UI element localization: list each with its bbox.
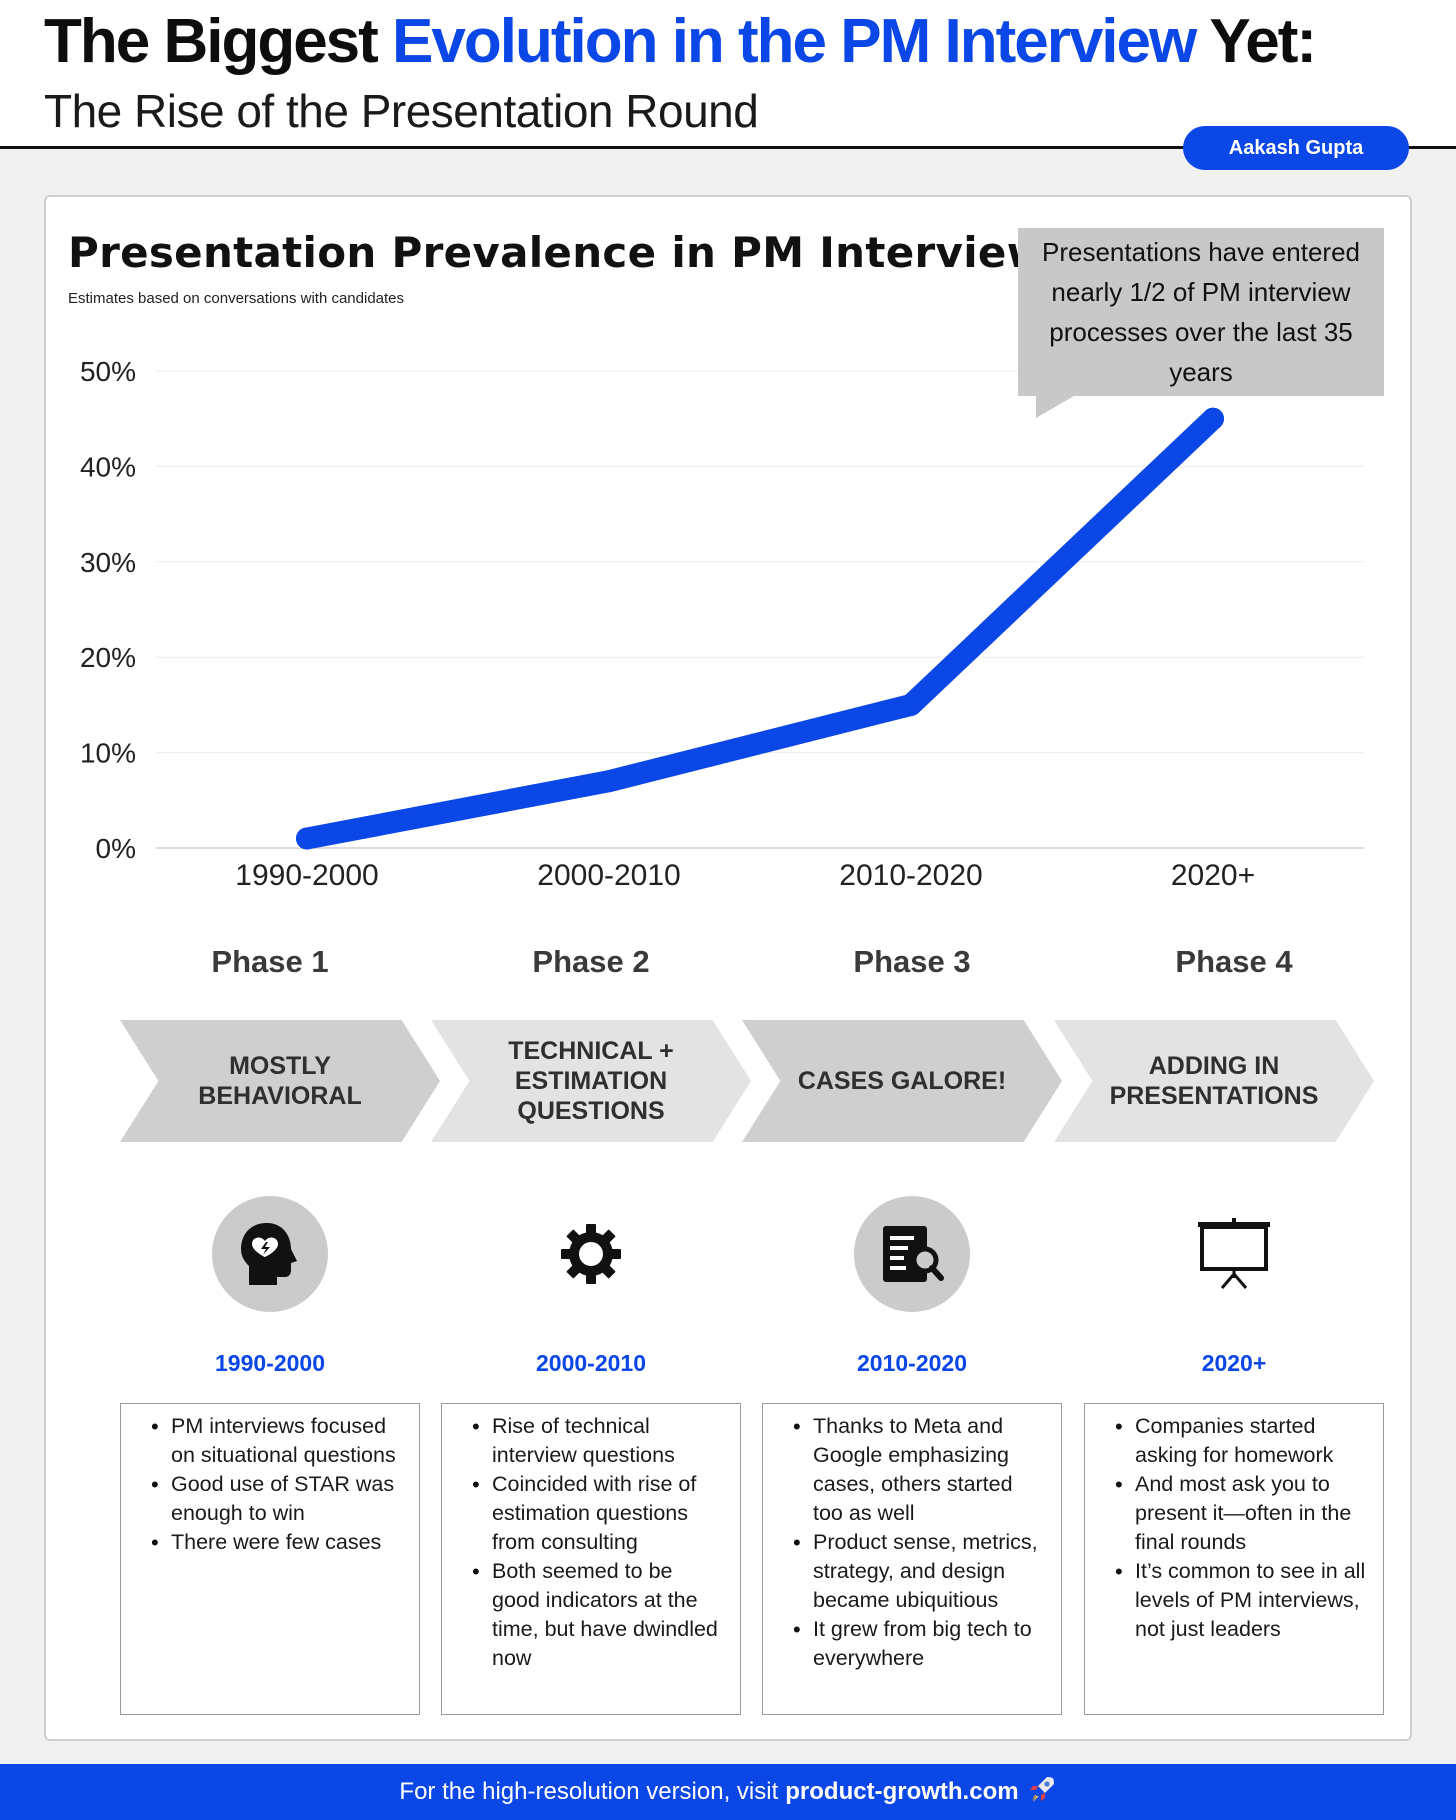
phase-year-2: 2000-2010 [536,1350,646,1376]
list-item: Product sense, metrics, strategy, and de… [793,1528,1045,1615]
phase-arrow-2-text: TECHNICAL + ESTIMATION QUESTIONS [508,1037,674,1125]
presentation-board-icon [1176,1196,1292,1312]
chart-subtitle: Estimates based on conversations with ca… [68,290,405,307]
phase-year-1: 1990-2000 [215,1350,325,1376]
title-accent: Evolution in the PM Interview [392,7,1197,76]
phase-arrow-4-text: ADDING IN PRESENTATIONS [1109,1052,1319,1110]
list-item: And most ask you to present it—often in … [1115,1470,1367,1557]
document-search-icon [854,1196,970,1312]
phase-year-4: 2020+ [1201,1350,1267,1376]
list-item: Good use of STAR was enough to win [151,1470,403,1528]
head-heart-icon [212,1196,328,1312]
title-part-1: The Biggest [44,7,379,76]
phase-arrow-1-text: MOSTLY BEHAVIORAL [198,1052,362,1110]
phase-description-4: Companies started asking for homework An… [1084,1403,1384,1715]
phase-arrow-3-text: CASES GALORE! [797,1067,1007,1095]
page-subtitle: The Rise of the Presentation Round [44,85,759,137]
phase-label-3: Phase 3 [853,944,971,979]
author-badge: Aakash Gupta [1183,126,1409,170]
callout-tail [1036,396,1074,418]
list-item: Rise of technical interview questions [472,1412,724,1470]
header-divider [0,146,1456,149]
header: The Biggest Evolution in the PM Intervie… [0,0,1456,149]
footer-text: For the high-resolution version, visit [399,1778,779,1805]
list-item: There were few cases [151,1528,403,1557]
phase-arrow-1: MOSTLY BEHAVIORAL [120,1020,440,1142]
rocket-icon [1027,1774,1057,1811]
title-part-3: Yet: [1209,7,1317,76]
list-item: It grew from big tech to everywhere [793,1615,1045,1673]
list-item: Coincided with rise of estimation questi… [472,1470,724,1557]
phase-description-3: Thanks to Meta and Google emphasizing ca… [762,1403,1062,1715]
footer-link[interactable]: product-growth.com [785,1778,1019,1805]
phase-description-1: PM interviews focused on situational que… [120,1403,420,1715]
list-item: PM interviews focused on situational que… [151,1412,403,1470]
phase-arrow-4: ADDING IN PRESENTATIONS [1054,1020,1374,1142]
chart-title: Presentation Prevalence in PM Interviews [68,228,1072,277]
phase-arrow-3: CASES GALORE! [742,1020,1062,1142]
phase-year-3: 2010-2020 [857,1350,967,1376]
list-item: Companies started asking for homework [1115,1412,1367,1470]
phase-arrow-2: TECHNICAL + ESTIMATION QUESTIONS [431,1020,751,1142]
gear-icon [533,1196,649,1312]
phase-description-2: Rise of technical interview questions Co… [441,1403,741,1715]
page-title: The Biggest Evolution in the PM Intervie… [44,6,1317,77]
list-item: It’s common to see in all levels of PM i… [1115,1557,1367,1644]
phase-label-4: Phase 4 [1175,944,1293,979]
callout-box: Presentations have entered nearly 1/2 of… [1018,228,1384,396]
list-item: Both seemed to be good indicators at the… [472,1557,724,1673]
phase-label-2: Phase 2 [532,944,650,979]
list-item: Thanks to Meta and Google emphasizing ca… [793,1412,1045,1528]
phase-label-1: Phase 1 [211,944,329,979]
footer-bar: For the high-resolution version, visit p… [0,1764,1456,1820]
